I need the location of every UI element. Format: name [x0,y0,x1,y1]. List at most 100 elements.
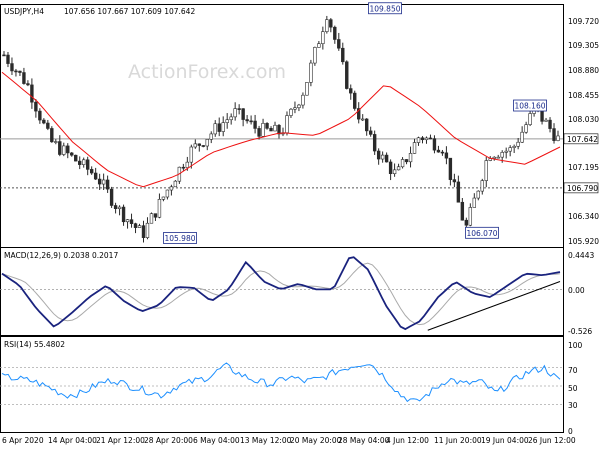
candle-body [277,124,281,135]
candle-body [70,152,74,156]
candle-body [508,147,512,152]
candle-body [253,120,257,129]
candle-body [213,123,217,135]
candle-body [464,219,469,226]
xtick-label: 28 May 04:00 [338,436,390,445]
candle-body [313,47,317,64]
macd-panel-frame [0,247,564,336]
candle-body [14,70,18,73]
candle-body [552,128,556,141]
candle-body [269,128,273,132]
candle-body [58,141,62,155]
price-panel-frame [0,4,564,248]
candle-body [500,152,504,158]
candle-body [149,213,154,224]
price-ytick-label: 109.720 [568,17,599,26]
candle-body [516,141,520,147]
price-ytick-label: 108.455 [568,91,599,100]
price-ytick-label: 106.340 [568,212,599,221]
xtick-label: 4 Jun 12:00 [386,436,429,445]
candle-body [34,101,38,112]
macd-trendline [427,281,561,331]
candle-body [372,134,377,152]
candle-body [18,70,22,73]
candle-body [66,145,70,154]
xtick-label: 20 May 20:00 [290,436,342,445]
candle-body [161,196,166,200]
price-annotation-box [513,99,547,112]
price-ytick-label: 108.030 [568,115,599,124]
candle-body [480,180,484,192]
candle-body [265,123,269,129]
price-annotation-label: 106.070 [466,229,497,238]
candle-body [217,123,221,132]
candle-body [301,94,305,106]
price-ytick-label: 109.305 [568,41,599,50]
candle-body [6,54,10,64]
rsi-ytick-label: 0 [568,427,573,436]
candle-body [345,61,349,89]
candle-body [456,181,461,203]
candle-body [416,137,421,143]
candle-body [404,159,409,163]
rsi-ytick-label: 70 [568,366,578,375]
candle-body [165,189,170,198]
price-ytick-label: 105.920 [568,237,599,246]
price-annotation-label: 109.850 [369,4,400,13]
xtick-label: 14 Apr 04:00 [48,436,97,445]
candle-body [380,154,385,160]
xtick-label: 19 Jun 04:00 [481,436,529,445]
candle-body [74,154,78,162]
candle-body [325,19,329,32]
candle-body [173,180,178,188]
candle-body [289,108,293,116]
candle-body [137,225,142,228]
macd-label: MACD(12,26,9) 0.2038 0.2017 [4,251,118,260]
candle-body [113,205,118,210]
rsi-panel-frame [0,336,564,433]
rsi-ytick-label: 30 [568,401,578,410]
rsi-ytick-label: 50 [568,384,578,393]
candle-body [349,88,353,94]
candle-body [22,72,26,84]
candle-body [460,201,465,221]
candle-body [293,107,297,110]
candle-body [321,31,325,44]
candle-body [448,157,453,180]
candle-body [145,222,150,238]
candle-body [125,219,130,223]
candle-body [82,159,86,165]
candle-body [428,137,433,140]
candle-body [396,166,401,171]
current-price-tag [563,133,599,145]
candle-body [432,138,437,151]
candle-body [524,124,528,133]
macd-line [1,256,561,331]
candle-body [361,118,365,121]
price-ytick-label: 108.880 [568,66,599,75]
candle-body [237,108,241,110]
price-annotation-box [163,232,197,244]
candle-body [109,188,114,206]
macd-signal-line [1,262,561,326]
candle-body [193,143,198,148]
candle-body [89,169,94,174]
candle-body [329,19,333,28]
candle-body [484,160,488,181]
candle-body [129,219,134,224]
price-annotation-label: 105.980 [164,234,195,243]
candle-body [85,159,90,170]
candle-body [205,139,209,147]
xtick-label: 21 Apr 12:00 [96,436,145,445]
xtick-label: 6 Apr 2020 [2,436,44,445]
candle-body [412,142,417,154]
candle-body [225,119,229,123]
candle-body [50,128,54,143]
candle-body [93,172,98,180]
candle-body [305,82,309,96]
candle-body [133,223,138,228]
xtick-label: 6 May 04:00 [193,436,240,445]
support-level-tag [563,182,599,194]
candle-body [97,178,102,185]
symbol-label: USDJPY,H4 [4,7,44,16]
